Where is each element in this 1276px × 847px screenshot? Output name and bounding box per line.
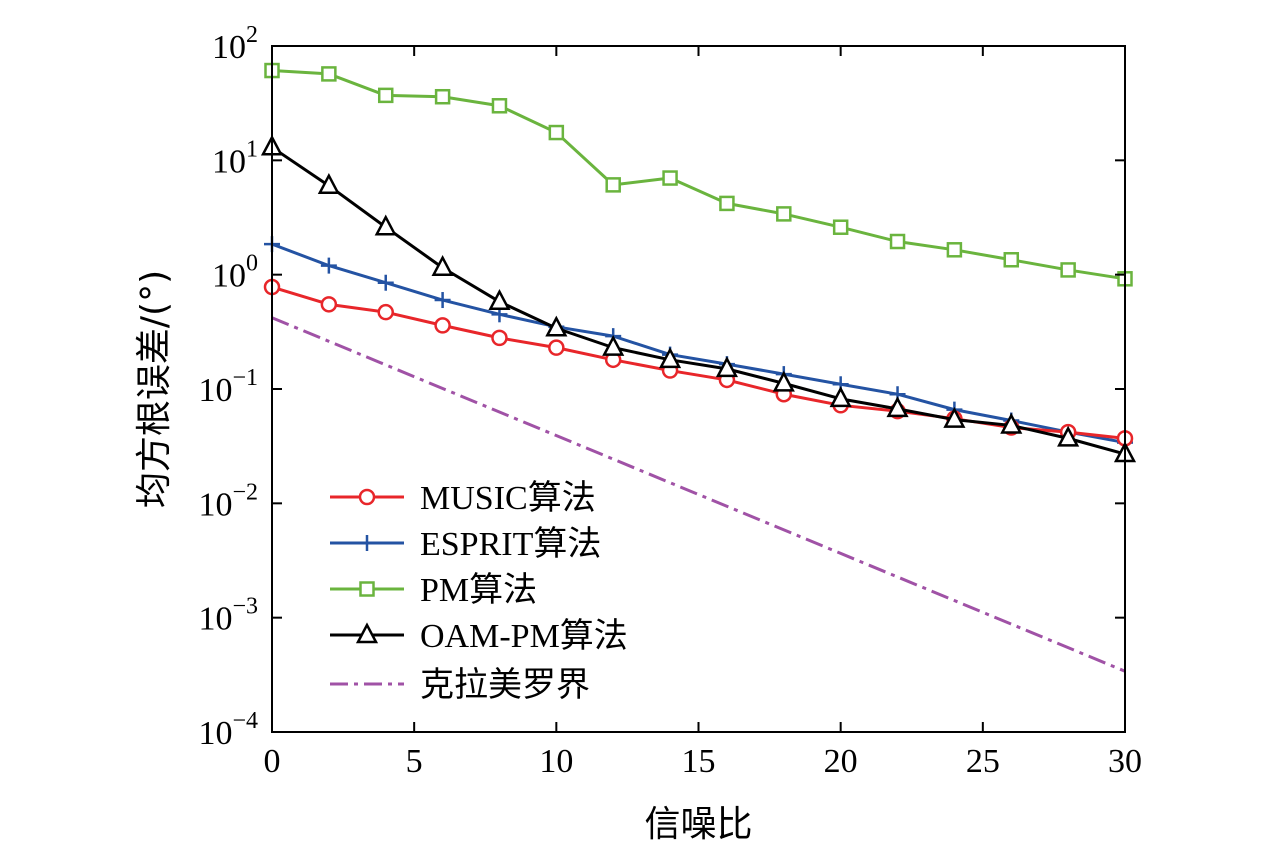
y-tick-exponent: 2 (246, 22, 258, 48)
series-line (271, 285, 1126, 440)
y-tick-exponent: 0 (246, 251, 258, 277)
data-point (491, 329, 508, 347)
data-point (377, 303, 394, 321)
y-tick-base: 10 (198, 601, 232, 638)
y-tick-label: 10−2 (198, 479, 258, 523)
data-point (832, 219, 849, 235)
legend-label: MUSIC算法 (420, 479, 596, 517)
y-tick-exponent: −4 (232, 708, 258, 734)
legend-item-0: MUSIC算法 (330, 479, 596, 517)
x-axis-label: 信噪比 (644, 804, 752, 845)
y-tick-label: 10−1 (198, 365, 258, 409)
data-point (431, 255, 454, 276)
y-tick-base: 10 (212, 258, 246, 295)
x-tick-label: 15 (682, 743, 716, 780)
data-point (605, 177, 621, 193)
data-point (321, 66, 337, 82)
y-tick-exponent: 1 (246, 136, 258, 162)
y-tick-label: 102 (212, 22, 258, 66)
data-point (434, 88, 451, 105)
data-point (889, 233, 906, 250)
series-line (271, 242, 1126, 445)
data-point (491, 98, 508, 114)
x-tick-label: 0 (264, 743, 281, 780)
data-point (886, 396, 909, 418)
data-point (434, 292, 451, 309)
y-tick-base: 10 (198, 715, 232, 752)
data-point (719, 195, 735, 212)
legend-label: OAM-PM算法 (420, 617, 628, 655)
series-2 (264, 62, 1133, 287)
legend-marker (358, 488, 376, 506)
data-point (829, 386, 852, 408)
legend-item-2: PM算法 (330, 571, 537, 609)
data-point (320, 296, 338, 313)
legend-item-1: ESPRIT算法 (330, 525, 601, 563)
data-point (662, 170, 678, 186)
data-point (434, 317, 451, 334)
data-point (1003, 252, 1020, 268)
x-tick-label: 30 (1108, 743, 1142, 780)
plot-area (260, 62, 1137, 673)
data-point (320, 257, 337, 274)
data-point (377, 274, 394, 291)
data-point (776, 206, 792, 222)
data-point (1057, 425, 1080, 447)
y-tick-exponent: −2 (232, 479, 258, 505)
y-axis-label: 均方根误差/(°) (134, 270, 175, 508)
data-point (658, 347, 682, 369)
data-point (943, 406, 966, 428)
legend-label: ESPRIT算法 (420, 525, 601, 563)
data-point (772, 370, 795, 392)
data-point (545, 315, 568, 337)
data-point (602, 334, 625, 356)
y-tick-base: 10 (212, 29, 246, 66)
data-point (715, 356, 739, 378)
legend-label: 克拉美罗界 (420, 666, 590, 704)
y-tick-base: 10 (198, 486, 232, 523)
y-tick-exponent: −3 (232, 594, 258, 620)
plot-frame (271, 45, 1126, 733)
data-point (946, 242, 963, 258)
data-point (377, 87, 394, 104)
legend-marker (355, 622, 379, 644)
data-point (548, 124, 565, 141)
series-1 (264, 236, 1133, 451)
series-4 (271, 316, 1126, 673)
series-0 (263, 278, 1134, 447)
y-tick-label: 10−4 (198, 708, 258, 752)
legend-item-4: 克拉美罗界 (330, 666, 590, 704)
legend-label: PM算法 (420, 571, 537, 609)
series-line (271, 146, 1126, 456)
series-line (271, 316, 1126, 673)
y-tick-label: 10−3 (198, 594, 258, 638)
y-tick-base: 10 (212, 143, 246, 180)
data-point (548, 339, 565, 356)
series-line (271, 69, 1126, 281)
data-point (488, 289, 511, 310)
series-3 (260, 134, 1137, 463)
data-point (317, 173, 340, 194)
data-point (1060, 262, 1076, 278)
x-tick-label: 25 (966, 743, 1000, 780)
legend-marker (359, 581, 375, 597)
y-tick-label: 100 (212, 251, 258, 295)
x-tick-label: 20 (824, 743, 858, 780)
y-tick-label: 101 (212, 136, 258, 180)
y-tick-exponent: −1 (232, 365, 258, 391)
x-tick-label: 10 (539, 743, 573, 780)
x-tick-label: 5 (406, 743, 423, 780)
legend-item-3: OAM-PM算法 (330, 617, 628, 655)
legend-marker (359, 535, 375, 551)
data-point (374, 214, 397, 236)
y-tick-base: 10 (198, 372, 232, 409)
data-point (1000, 412, 1023, 434)
